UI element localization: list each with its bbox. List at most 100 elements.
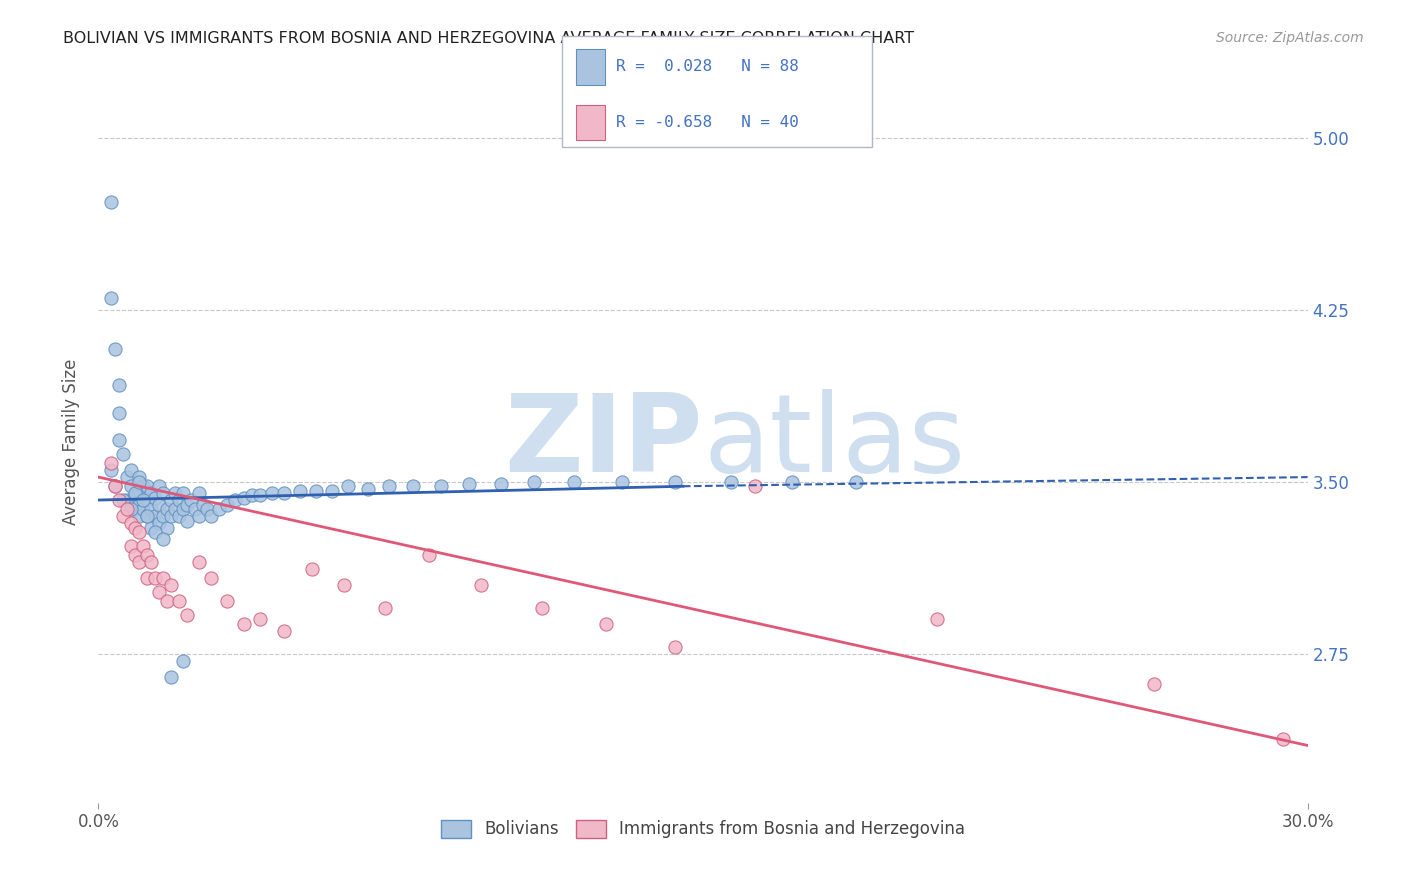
Point	[180, 493, 202, 508]
Point	[100, 291, 122, 305]
Text: R =  0.028   N = 88: R = 0.028 N = 88	[616, 60, 799, 74]
Point	[100, 456, 122, 470]
Point	[305, 483, 328, 498]
Point	[152, 486, 174, 500]
Point	[273, 486, 295, 500]
Point	[163, 502, 186, 516]
Point	[232, 616, 254, 631]
Point	[200, 571, 222, 585]
Point	[333, 578, 356, 592]
Point	[152, 571, 174, 585]
Point	[208, 502, 231, 516]
Point	[612, 475, 634, 489]
Point	[111, 447, 134, 461]
Point	[124, 488, 146, 502]
Point	[111, 509, 134, 524]
Point	[184, 502, 207, 516]
Point	[124, 548, 146, 562]
Point	[143, 571, 166, 585]
Point	[523, 475, 546, 489]
Point	[124, 502, 146, 516]
Point	[111, 493, 134, 508]
Point	[249, 488, 271, 502]
Point	[124, 520, 146, 534]
Point	[176, 514, 198, 528]
Point	[232, 491, 254, 505]
Point	[249, 612, 271, 626]
Point	[135, 509, 157, 524]
Point	[193, 498, 215, 512]
Point	[188, 486, 211, 500]
Point	[120, 539, 142, 553]
Point	[148, 516, 170, 530]
Point	[160, 509, 183, 524]
Point	[1272, 731, 1295, 746]
Point	[664, 640, 686, 654]
Point	[357, 482, 380, 496]
Point	[128, 509, 150, 524]
Point	[156, 594, 179, 608]
Text: BOLIVIAN VS IMMIGRANTS FROM BOSNIA AND HERZEGOVINA AVERAGE FAMILY SIZE CORRELATI: BOLIVIAN VS IMMIGRANTS FROM BOSNIA AND H…	[63, 31, 914, 46]
Point	[217, 594, 239, 608]
Point	[139, 520, 162, 534]
Point	[128, 470, 150, 484]
Point	[273, 624, 295, 638]
Point	[337, 479, 360, 493]
Point	[128, 483, 150, 498]
Point	[925, 612, 948, 626]
Point	[139, 555, 162, 569]
Point	[128, 555, 150, 569]
Point	[664, 475, 686, 489]
Point	[240, 488, 263, 502]
Point	[132, 539, 155, 553]
Point	[156, 520, 179, 534]
Point	[148, 584, 170, 599]
Point	[160, 493, 183, 508]
Point	[135, 548, 157, 562]
Point	[374, 600, 396, 615]
Point	[103, 479, 125, 493]
Point	[402, 479, 425, 493]
Point	[1143, 676, 1166, 690]
Point	[377, 479, 399, 493]
Point	[744, 479, 766, 493]
Point	[172, 654, 194, 668]
Point	[167, 594, 190, 608]
Point	[107, 378, 129, 392]
Y-axis label: Average Family Size: Average Family Size	[62, 359, 80, 524]
Point	[288, 483, 311, 498]
Point	[143, 509, 166, 524]
Point	[167, 493, 190, 508]
Point	[720, 475, 742, 489]
Point	[115, 493, 138, 508]
Point	[188, 555, 211, 569]
Point	[595, 616, 617, 631]
Point	[100, 463, 122, 477]
Point	[120, 479, 142, 493]
Point	[103, 479, 125, 493]
Point	[135, 493, 157, 508]
Point	[160, 670, 183, 684]
Point	[135, 509, 157, 524]
Point	[107, 406, 129, 420]
Point	[100, 194, 122, 209]
Point	[107, 493, 129, 508]
Point	[491, 477, 513, 491]
Point	[132, 493, 155, 508]
Text: ZIP: ZIP	[505, 389, 703, 494]
Point	[120, 502, 142, 516]
Point	[562, 475, 585, 489]
Point	[115, 470, 138, 484]
Point	[132, 479, 155, 493]
Point	[195, 502, 218, 516]
Point	[176, 607, 198, 622]
Point	[260, 486, 283, 500]
Point	[530, 600, 553, 615]
Point	[156, 502, 179, 516]
Point	[143, 525, 166, 540]
Point	[224, 493, 246, 508]
Point	[103, 342, 125, 356]
Point	[176, 498, 198, 512]
Point	[167, 509, 190, 524]
Point	[120, 516, 142, 530]
